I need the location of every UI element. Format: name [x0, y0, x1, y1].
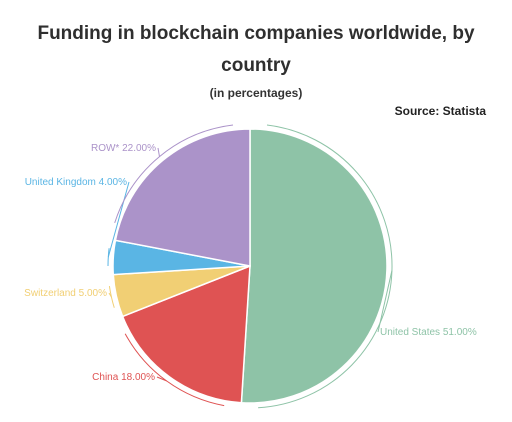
label-connector	[124, 333, 225, 407]
slice-label: China 18.00%	[92, 372, 155, 383]
label-leader-line	[377, 270, 393, 333]
label-connector	[114, 124, 234, 224]
label-leader-line	[157, 147, 160, 157]
chart-subtitle: (in percentages)	[209, 86, 303, 100]
label-connector	[107, 248, 110, 267]
slice-label: United Kingdom 4.00%	[25, 177, 127, 188]
chart-title: Funding in blockchain companies worldwid…	[37, 23, 475, 76]
label-connector	[108, 285, 115, 308]
label-leader-line	[107, 181, 130, 258]
source-note: Source: Statista	[394, 104, 486, 118]
label-leader-line	[108, 292, 112, 298]
slice-label: United States 51.00%	[380, 327, 477, 338]
pie-slice-china	[121, 264, 251, 404]
pie-slice-united-states	[240, 128, 388, 404]
slice-label: ROW* 22.00%	[91, 143, 156, 154]
label-leader-line	[156, 376, 167, 382]
slice-label: Switzerland 5.00%	[24, 288, 107, 299]
pie-slice-row	[114, 128, 251, 267]
